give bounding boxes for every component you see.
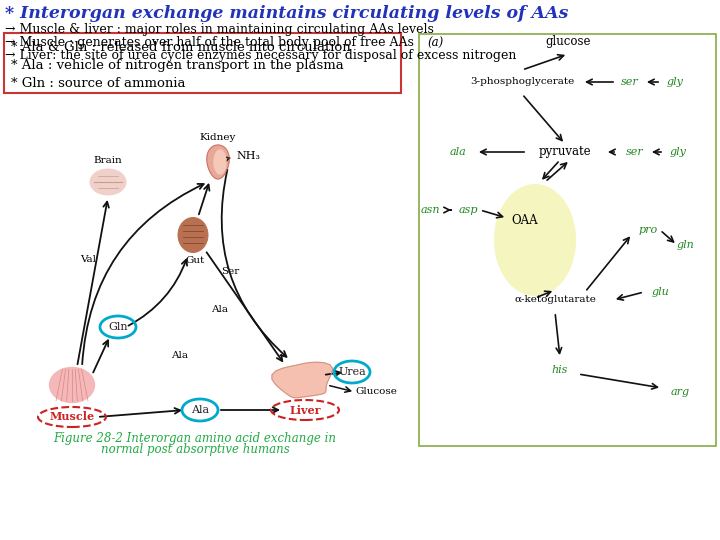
Text: Ala: Ala [212, 306, 228, 314]
Text: * Interorgan exchange maintains circulating levels of AAs: * Interorgan exchange maintains circulat… [5, 5, 568, 22]
Polygon shape [272, 362, 333, 398]
Text: gly: gly [670, 147, 686, 157]
Text: Gln: Gln [108, 322, 128, 332]
Text: Muscle: Muscle [50, 411, 94, 422]
Text: gly: gly [667, 77, 683, 87]
Text: arg: arg [670, 387, 690, 397]
FancyBboxPatch shape [419, 34, 716, 446]
Text: → Muscle & liver : major roles in maintaining circulating AAs levels: → Muscle & liver : major roles in mainta… [5, 23, 434, 36]
Text: Val: Val [80, 255, 96, 265]
Text: normal post absorptive humans: normal post absorptive humans [101, 443, 289, 456]
Text: Gut: Gut [185, 256, 204, 265]
Text: glucose: glucose [545, 35, 590, 48]
Polygon shape [214, 150, 226, 174]
Text: * Ala & Gln : released from muscle into circulation: * Ala & Gln : released from muscle into … [11, 41, 351, 54]
Text: Urea: Urea [338, 367, 366, 377]
Polygon shape [207, 145, 229, 179]
Text: Figure 28-2 Interorgan amino acid exchange in: Figure 28-2 Interorgan amino acid exchan… [53, 432, 336, 445]
Ellipse shape [495, 185, 575, 295]
Text: Ala: Ala [191, 405, 209, 415]
Ellipse shape [50, 368, 94, 402]
Text: his: his [552, 365, 568, 375]
Text: (a): (a) [427, 37, 444, 50]
Text: Liver: Liver [289, 404, 320, 415]
Text: Glucose: Glucose [355, 388, 397, 396]
Text: ser: ser [626, 147, 644, 157]
Text: ser: ser [621, 77, 639, 87]
Text: Ser: Ser [221, 267, 239, 276]
Text: → Liver: the site of urea cycle enzymes necessary for disposal of excess nitroge: → Liver: the site of urea cycle enzymes … [5, 49, 516, 62]
FancyBboxPatch shape [4, 33, 401, 93]
Text: 3-phosphoglycerate: 3-phosphoglycerate [470, 78, 574, 86]
Text: → Muscle : generates over half of the total body pool of free AAs: → Muscle : generates over half of the to… [5, 36, 414, 49]
Text: ala: ala [449, 147, 467, 157]
Text: Kidney: Kidney [200, 133, 236, 142]
Ellipse shape [90, 169, 126, 195]
Text: NH₃: NH₃ [236, 151, 260, 161]
Text: pro: pro [639, 225, 657, 235]
Text: * Ala : vehicle of nitrogen transport in the plasma: * Ala : vehicle of nitrogen transport in… [11, 59, 343, 72]
Text: * Gln : source of ammonia: * Gln : source of ammonia [11, 77, 186, 90]
Text: pyruvate: pyruvate [539, 145, 591, 159]
Text: Brain: Brain [94, 156, 122, 165]
Text: OAA: OAA [512, 213, 539, 226]
Text: asp: asp [458, 205, 478, 215]
Ellipse shape [178, 218, 208, 253]
Text: Ala: Ala [171, 350, 189, 360]
Text: glu: glu [651, 287, 669, 297]
Text: gln: gln [676, 240, 694, 250]
Text: α-ketoglutarate: α-ketoglutarate [514, 295, 596, 305]
Text: asn: asn [420, 205, 440, 215]
